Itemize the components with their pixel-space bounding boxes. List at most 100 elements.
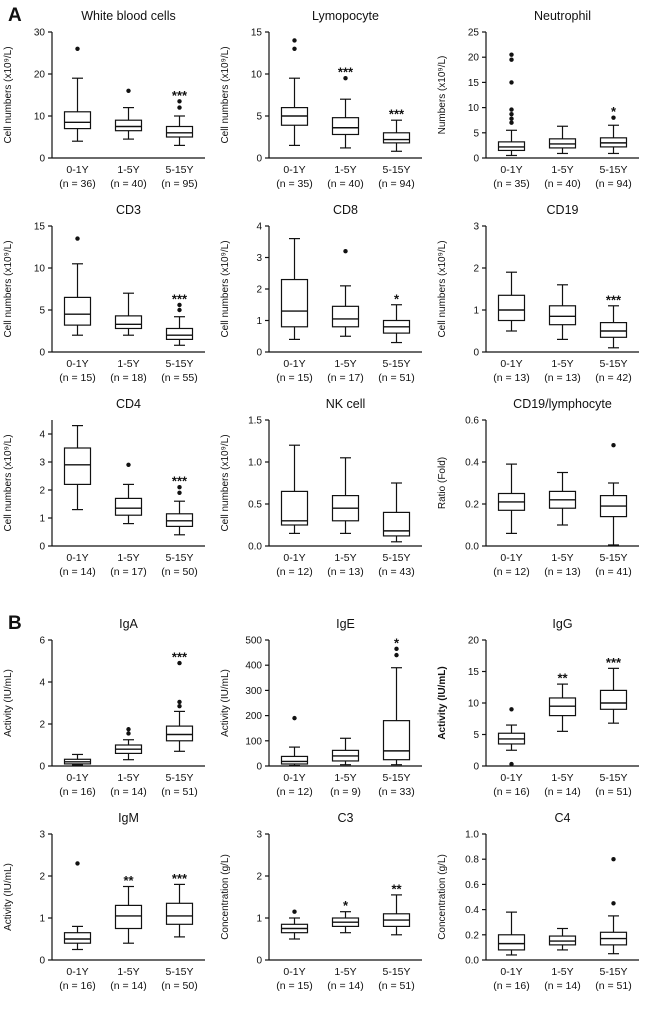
svg-text:0-1Y: 0-1Y bbox=[283, 552, 305, 564]
svg-text:2: 2 bbox=[39, 720, 45, 731]
svg-text:0.8: 0.8 bbox=[465, 855, 479, 866]
svg-text:0.6: 0.6 bbox=[465, 416, 479, 427]
svg-text:1-5Y: 1-5Y bbox=[117, 358, 139, 370]
svg-text:10: 10 bbox=[34, 264, 46, 275]
svg-text:5-15Y: 5-15Y bbox=[599, 966, 627, 978]
svg-text:5: 5 bbox=[256, 112, 262, 123]
svg-text:2: 2 bbox=[473, 264, 479, 275]
svg-text:Activity (IU/mL): Activity (IU/mL) bbox=[220, 669, 231, 737]
svg-text:5-15Y: 5-15Y bbox=[382, 358, 410, 370]
svg-text:(n = 14): (n = 14) bbox=[110, 786, 146, 798]
svg-text:3: 3 bbox=[256, 830, 262, 841]
svg-text:(n = 50): (n = 50) bbox=[161, 980, 197, 992]
svg-text:Cell numbers (x10⁹/L): Cell numbers (x10⁹/L) bbox=[3, 46, 14, 143]
svg-text:0-1Y: 0-1Y bbox=[66, 966, 88, 978]
svg-text:Cell numbers (x10⁹/L): Cell numbers (x10⁹/L) bbox=[220, 434, 231, 531]
svg-text:0.0: 0.0 bbox=[248, 542, 262, 553]
svg-text:Activity (IU/mL): Activity (IU/mL) bbox=[437, 666, 448, 739]
svg-text:1-5Y: 1-5Y bbox=[117, 552, 139, 564]
svg-text:1-5Y: 1-5Y bbox=[334, 552, 356, 564]
svg-text:1.5: 1.5 bbox=[248, 416, 262, 427]
svg-text:Cell numbers (x10⁹/L): Cell numbers (x10⁹/L) bbox=[3, 240, 14, 337]
boxplot-neutrophil: Neutrophil Numbers (x10⁹/L) 0 5 10 15 20 25 0-1Y… bbox=[437, 9, 639, 190]
svg-text:5-15Y: 5-15Y bbox=[165, 966, 193, 978]
svg-text:C4: C4 bbox=[555, 811, 571, 825]
svg-text:20: 20 bbox=[34, 70, 46, 81]
svg-text:5-15Y: 5-15Y bbox=[165, 164, 193, 176]
svg-text:1-5Y: 1-5Y bbox=[551, 772, 573, 784]
svg-text:0.5: 0.5 bbox=[248, 500, 262, 511]
svg-text:3: 3 bbox=[256, 253, 262, 264]
boxplot-white-blood-cells: White blood cells Cell numbers (x10⁹/L) 0 1… bbox=[3, 9, 205, 190]
svg-text:5-15Y: 5-15Y bbox=[382, 552, 410, 564]
svg-text:0-1Y: 0-1Y bbox=[500, 358, 522, 370]
svg-text:1-5Y: 1-5Y bbox=[334, 772, 356, 784]
boxplot-cd8: CD8 Cell numbers (x10⁹/L) 0 1 2 3 4 0-1Y (n = 15… bbox=[220, 203, 422, 384]
svg-text:1-5Y: 1-5Y bbox=[551, 164, 573, 176]
svg-text:0: 0 bbox=[39, 154, 45, 165]
svg-text:5-15Y: 5-15Y bbox=[165, 358, 193, 370]
svg-text:Lymopocyte: Lymopocyte bbox=[312, 9, 379, 23]
svg-text:(n = 17): (n = 17) bbox=[110, 566, 146, 578]
svg-text:5-15Y: 5-15Y bbox=[599, 552, 627, 564]
svg-text:2: 2 bbox=[39, 872, 45, 883]
boxplot-igg: IgG Activity (IU/mL) 0 5 10 15 20 0-1Y (n = 16) 1… bbox=[437, 617, 639, 798]
svg-text:2: 2 bbox=[39, 486, 45, 497]
svg-text:0: 0 bbox=[256, 762, 262, 773]
svg-text:15: 15 bbox=[468, 78, 480, 89]
svg-text:(n = 14): (n = 14) bbox=[544, 786, 580, 798]
boxplot-igm: IgM Activity (IU/mL) 0 1 2 3 0-1Y (n = 16) 1-5Y (… bbox=[3, 811, 205, 992]
svg-text:***: *** bbox=[606, 655, 622, 670]
svg-text:(n = 13): (n = 13) bbox=[493, 372, 529, 384]
svg-text:***: *** bbox=[389, 107, 405, 122]
boxplot-cd19: CD19 Cell numbers (x10⁹/L) 0 1 2 3 0-1Y (n = 13… bbox=[437, 203, 639, 384]
svg-text:Ratio (Fold): Ratio (Fold) bbox=[437, 457, 448, 509]
svg-text:Cell numbers (x10⁹/L): Cell numbers (x10⁹/L) bbox=[3, 434, 14, 531]
svg-text:5-15Y: 5-15Y bbox=[165, 552, 193, 564]
svg-text:3: 3 bbox=[473, 222, 479, 233]
svg-text:(n = 51): (n = 51) bbox=[378, 980, 414, 992]
panel-a-grid: White blood cells Cell numbers (x10⁹/L) 0 1… bbox=[0, 6, 651, 588]
svg-text:*: * bbox=[394, 635, 400, 650]
svg-text:5-15Y: 5-15Y bbox=[382, 772, 410, 784]
svg-text:25: 25 bbox=[468, 28, 480, 39]
svg-text:0: 0 bbox=[473, 348, 479, 359]
svg-text:0-1Y: 0-1Y bbox=[283, 772, 305, 784]
svg-text:IgE: IgE bbox=[336, 617, 355, 631]
svg-text:20: 20 bbox=[468, 636, 480, 647]
svg-text:Cell numbers (x10⁹/L): Cell numbers (x10⁹/L) bbox=[220, 46, 231, 143]
boxplot-lymopocyte: Lymopocyte Cell numbers (x10⁹/L) 0 5 10 15 0-1… bbox=[220, 9, 422, 190]
svg-text:0-1Y: 0-1Y bbox=[283, 358, 305, 370]
svg-text:(n = 35): (n = 35) bbox=[276, 178, 312, 190]
svg-text:(n = 40): (n = 40) bbox=[110, 178, 146, 190]
svg-text:1: 1 bbox=[39, 514, 45, 525]
svg-text:(n = 12): (n = 12) bbox=[276, 566, 312, 578]
svg-text:0: 0 bbox=[256, 154, 262, 165]
svg-text:White blood cells: White blood cells bbox=[81, 9, 176, 23]
svg-text:0.6: 0.6 bbox=[465, 880, 479, 891]
svg-text:1-5Y: 1-5Y bbox=[117, 966, 139, 978]
panel-b-label: B bbox=[8, 613, 22, 634]
svg-text:(n = 16): (n = 16) bbox=[59, 786, 95, 798]
svg-text:***: *** bbox=[606, 292, 622, 307]
panel-a: A White blood cells Cell numbers (x10⁹/L)… bbox=[0, 6, 651, 588]
svg-text:0: 0 bbox=[473, 154, 479, 165]
svg-text:CD19/lymphocyte: CD19/lymphocyte bbox=[513, 397, 612, 411]
svg-text:CD4: CD4 bbox=[116, 397, 141, 411]
svg-text:(n = 51): (n = 51) bbox=[595, 786, 631, 798]
svg-text:20: 20 bbox=[468, 53, 480, 64]
svg-text:1: 1 bbox=[256, 316, 262, 327]
svg-text:Concentration (g/L): Concentration (g/L) bbox=[220, 854, 231, 940]
svg-text:4: 4 bbox=[39, 678, 45, 689]
svg-text:0-1Y: 0-1Y bbox=[500, 552, 522, 564]
svg-text:1.0: 1.0 bbox=[465, 830, 479, 841]
svg-text:(n = 13): (n = 13) bbox=[327, 566, 363, 578]
svg-text:0.2: 0.2 bbox=[465, 930, 479, 941]
svg-text:Concentration (g/L): Concentration (g/L) bbox=[437, 854, 448, 940]
svg-text:0: 0 bbox=[473, 762, 479, 773]
svg-text:(n = 12): (n = 12) bbox=[493, 566, 529, 578]
svg-text:IgG: IgG bbox=[552, 617, 572, 631]
svg-text:(n = 16): (n = 16) bbox=[493, 980, 529, 992]
svg-text:(n = 42): (n = 42) bbox=[595, 372, 631, 384]
svg-text:0-1Y: 0-1Y bbox=[66, 164, 88, 176]
